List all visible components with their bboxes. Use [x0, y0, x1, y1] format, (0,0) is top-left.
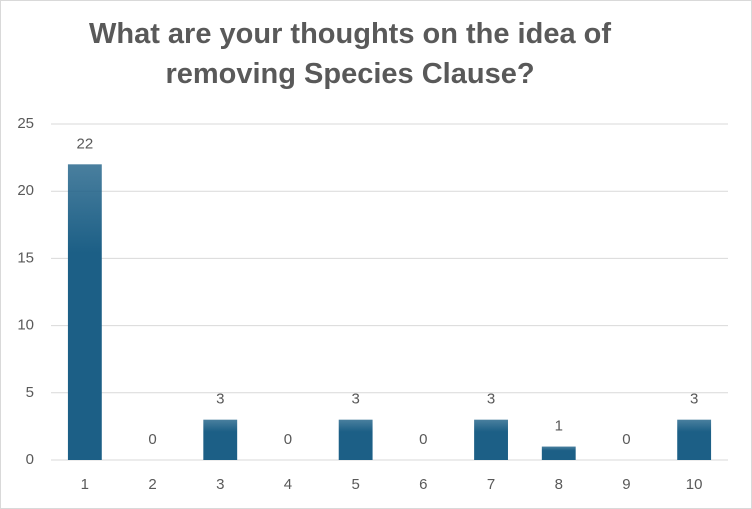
bar [203, 419, 238, 460]
y-tick-label: 10 [17, 317, 34, 334]
x-tick-label: 5 [351, 476, 359, 493]
x-tick-label: 1 [81, 476, 89, 493]
y-tick-label: 25 [17, 115, 34, 132]
chart-title: What are your thoughts on the idea of re… [89, 18, 611, 90]
bar [541, 446, 576, 460]
data-label: 0 [284, 431, 292, 448]
bar [677, 419, 712, 460]
data-label: 22 [77, 135, 94, 152]
data-label: 3 [487, 391, 495, 408]
bar [474, 419, 508, 460]
x-tick-label: 2 [148, 476, 156, 493]
x-tick-label: 7 [487, 476, 495, 493]
data-label: 0 [148, 431, 156, 448]
y-tick-label: 5 [26, 384, 34, 401]
x-tick-label: 9 [622, 476, 630, 493]
x-tick-label: 8 [555, 476, 563, 493]
x-tick-label: 4 [284, 476, 292, 493]
data-label: 3 [216, 391, 224, 408]
x-tick-label: 10 [686, 476, 703, 493]
x-tick-label: 6 [419, 476, 427, 493]
data-label: 1 [555, 418, 563, 435]
data-label: 0 [622, 431, 630, 448]
data-label: 3 [690, 391, 698, 408]
y-tick-label: 20 [17, 182, 34, 199]
x-tick-label: 3 [216, 476, 224, 493]
y-tick-label: 15 [17, 249, 34, 266]
data-label: 0 [419, 431, 427, 448]
data-label: 3 [351, 391, 359, 408]
bar [67, 164, 102, 460]
y-tick-label: 0 [26, 451, 34, 468]
bar [338, 419, 373, 460]
